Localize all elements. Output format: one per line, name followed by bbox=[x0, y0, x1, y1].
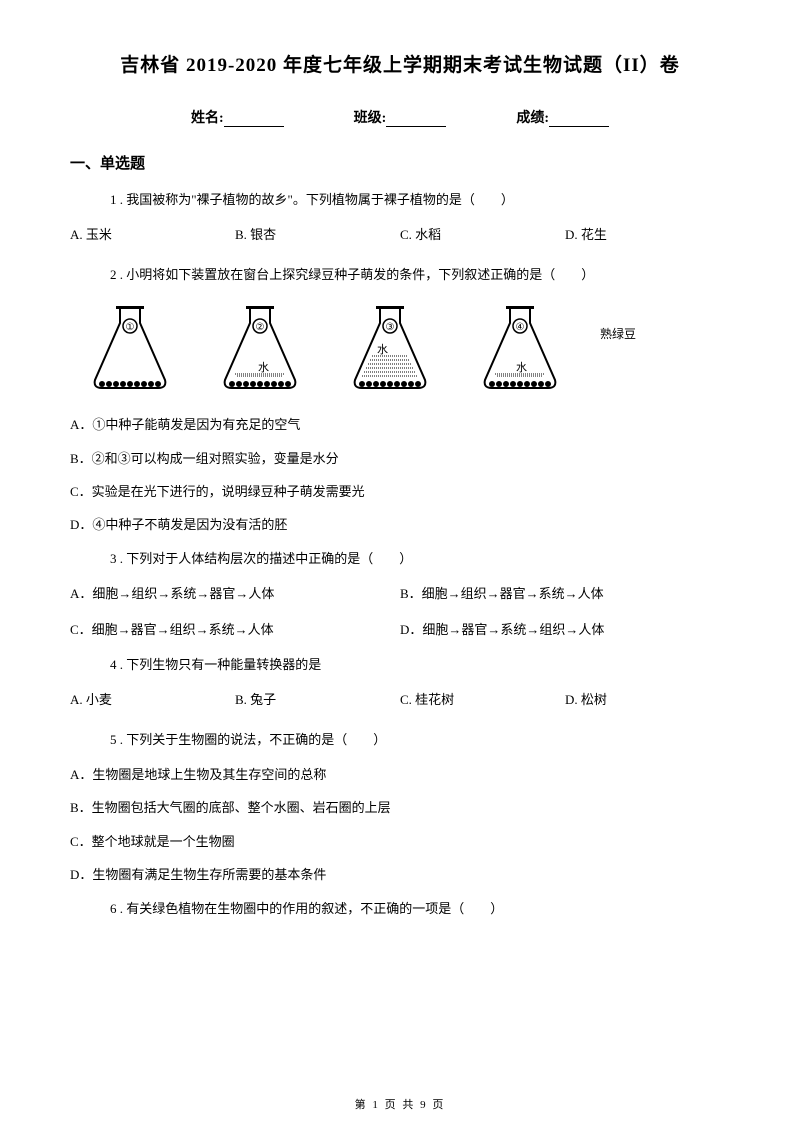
q2-optC: C．实验是在光下进行的，说明绿豆种子萌发需要光 bbox=[70, 480, 730, 503]
q3-text: 3 . 下列对于人体结构层次的描述中正确的是（ ） bbox=[70, 547, 730, 570]
q5-optB: B．生物圈包括大气圈的底部、整个水圈、岩石圈的上层 bbox=[70, 796, 730, 819]
flask-3: ③ 水 bbox=[340, 298, 440, 398]
svg-text:水: 水 bbox=[258, 361, 269, 374]
flask-label: 熟绿豆 bbox=[600, 325, 636, 372]
q1-optB: B. 银杏 bbox=[235, 223, 400, 246]
q4-optC: C. 桂花树 bbox=[400, 688, 565, 711]
q3-optC: C．细胞→器官→组织→系统→人体 bbox=[70, 618, 400, 641]
q4-optA: A. 小麦 bbox=[70, 688, 235, 711]
section-title: 一、单选题 bbox=[70, 152, 730, 173]
score-blank[interactable] bbox=[549, 111, 609, 127]
q1-optC: C. 水稻 bbox=[400, 223, 565, 246]
q5-optA: A．生物圈是地球上生物及其生存空间的总称 bbox=[70, 763, 730, 786]
class-blank[interactable] bbox=[386, 111, 446, 127]
q1-optD: D. 花生 bbox=[565, 223, 730, 246]
flask-1: ① bbox=[80, 298, 180, 398]
q4-optB: B. 兔子 bbox=[235, 688, 400, 711]
flask-diagram: ① ② 水 ③ 水 bbox=[70, 298, 730, 398]
q2-optD: D．④中种子不萌发是因为没有活的胚 bbox=[70, 513, 730, 536]
q3-optA: A．细胞→组织→系统→器官→人体 bbox=[70, 582, 400, 605]
q2-optA: A．①中种子能萌发是因为有充足的空气 bbox=[70, 413, 730, 436]
q4-options: A. 小麦 B. 兔子 C. 桂花树 D. 松树 bbox=[70, 688, 730, 711]
score-field: 成绩: bbox=[516, 107, 609, 127]
q2-text: 2 . 小明将如下装置放在窗台上探究绿豆种子萌发的条件，下列叙述正确的是（ ） bbox=[70, 263, 730, 286]
q5-text: 5 . 下列关于生物圈的说法，不正确的是（ ） bbox=[70, 728, 730, 751]
class-label: 班级: bbox=[354, 111, 387, 126]
svg-text:②: ② bbox=[256, 322, 265, 333]
q5-optD: D．生物圈有满足生物生存所需要的基本条件 bbox=[70, 863, 730, 886]
q4-optD: D. 松树 bbox=[565, 688, 730, 711]
q3-options2: C．细胞→器官→组织→系统→人体 D．细胞→器官→系统→组织→人体 bbox=[70, 618, 730, 641]
score-label: 成绩: bbox=[516, 111, 549, 126]
svg-text:③: ③ bbox=[386, 322, 395, 333]
q3-optD: D．细胞→器官→系统→组织→人体 bbox=[400, 618, 730, 641]
svg-text:①: ① bbox=[126, 322, 135, 333]
class-field: 班级: bbox=[354, 107, 447, 127]
q5-optC: C．整个地球就是一个生物圈 bbox=[70, 830, 730, 853]
svg-text:水: 水 bbox=[516, 361, 527, 374]
q2-optB: B．②和③可以构成一组对照实验，变量是水分 bbox=[70, 447, 730, 470]
page-footer: 第 1 页 共 9 页 bbox=[0, 1096, 800, 1112]
flask-2: ② 水 bbox=[210, 298, 310, 398]
q4-text: 4 . 下列生物只有一种能量转换器的是 bbox=[70, 653, 730, 676]
svg-text:④: ④ bbox=[516, 322, 525, 333]
q3-options1: A．细胞→组织→系统→器官→人体 B．细胞→组织→器官→系统→人体 bbox=[70, 582, 730, 605]
q1-optA: A. 玉米 bbox=[70, 223, 235, 246]
page-title: 吉林省 2019-2020 年度七年级上学期期末考试生物试题（II）卷 bbox=[70, 50, 730, 77]
name-blank[interactable] bbox=[224, 111, 284, 127]
q1-text: 1 . 我国被称为"裸子植物的故乡"。下列植物属于裸子植物的是（ ） bbox=[70, 188, 730, 211]
svg-text:水: 水 bbox=[377, 343, 388, 356]
header-fields: 姓名: 班级: 成绩: bbox=[70, 107, 730, 127]
q6-text: 6 . 有关绿色植物在生物圈中的作用的叙述，不正确的一项是（ ） bbox=[70, 897, 730, 920]
name-label: 姓名: bbox=[191, 111, 224, 126]
q1-options: A. 玉米 B. 银杏 C. 水稻 D. 花生 bbox=[70, 223, 730, 246]
flask-4: ④ 水 bbox=[470, 298, 570, 398]
name-field: 姓名: bbox=[191, 107, 284, 127]
q3-optB: B．细胞→组织→器官→系统→人体 bbox=[400, 582, 730, 605]
